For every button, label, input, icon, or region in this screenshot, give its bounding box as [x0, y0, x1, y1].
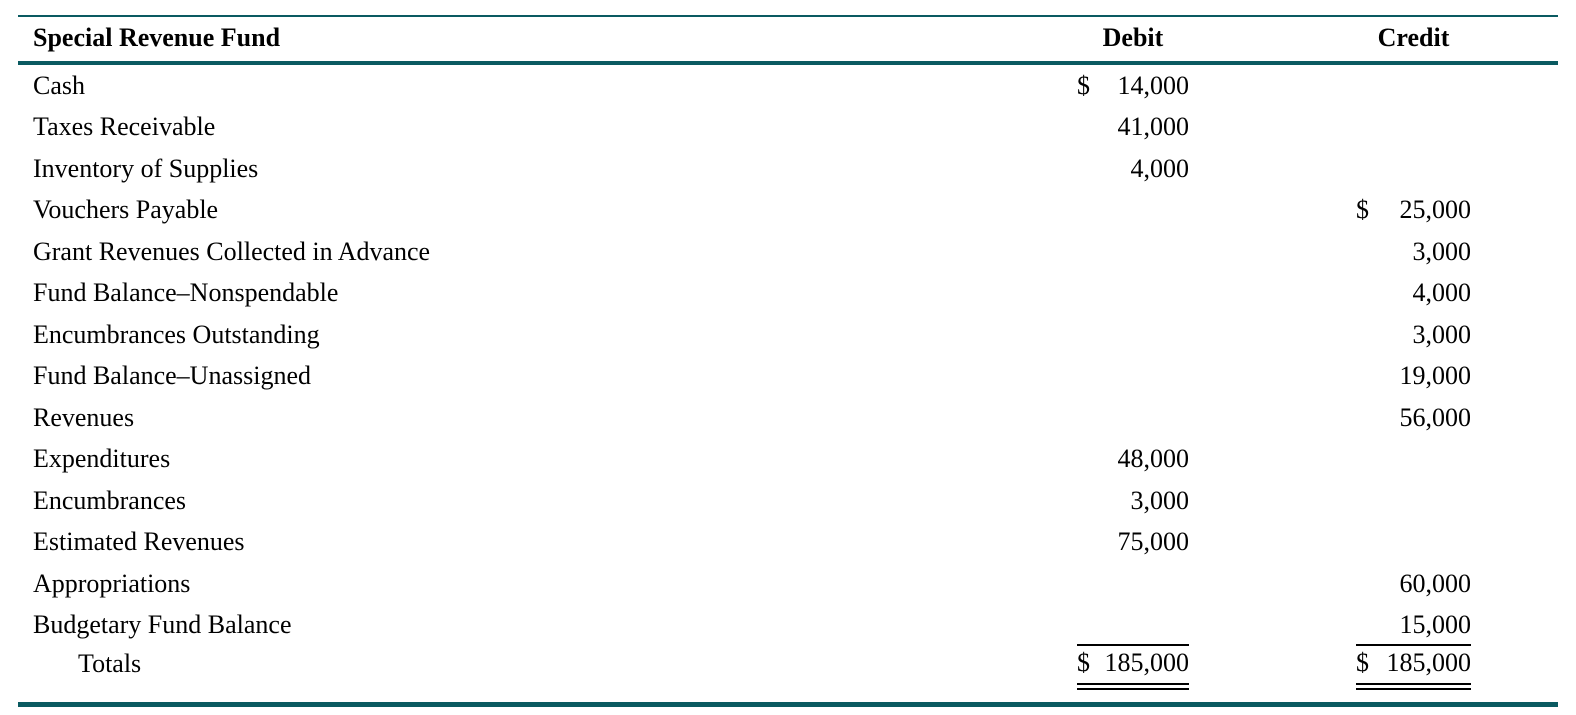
- credit-amount-cell: 4,000: [1356, 278, 1472, 314]
- credit-value: 19,000: [1399, 361, 1472, 390]
- debit-amount-cell: 4,000: [1077, 153, 1190, 190]
- table-row: Taxes Receivable 41,000: [18, 107, 1558, 149]
- credit-amount-cell: [1356, 557, 1471, 563]
- table-row: Cash $ 14,000: [18, 65, 1558, 107]
- account-label: Taxes Receivable: [33, 112, 216, 141]
- debit-amount-cell: 41,000: [1077, 112, 1190, 148]
- credit-value: 3,000: [1412, 319, 1472, 349]
- debit-value: 14,000: [1117, 70, 1190, 100]
- table-row: Fund Balance–Nonspendable 4,000: [18, 273, 1558, 315]
- table-title: Special Revenue Fund: [33, 23, 281, 52]
- credit-amount-cell: [1356, 516, 1471, 522]
- debit-amount-cell: 3,000: [1077, 485, 1190, 522]
- table-body: Cash $ 14,000 Taxes Receivable 41,000 In…: [18, 65, 1558, 690]
- debit-amount-cell: $ 14,000: [1077, 71, 1189, 107]
- debit-amount-cell: [1077, 350, 1189, 356]
- debit-amount-cell: $ 185,000: [1077, 648, 1189, 690]
- credit-value: 15,000: [1399, 610, 1472, 639]
- dollar-sign: $: [1077, 70, 1090, 100]
- table-row: Encumbrances Outstanding 3,000: [18, 314, 1558, 356]
- credit-amount-cell: [1356, 101, 1471, 107]
- dollar-sign: $: [1356, 195, 1369, 224]
- account-label: Encumbrances: [33, 485, 187, 515]
- account-label: Encumbrances Outstanding: [33, 319, 320, 349]
- debit-amount-cell: 48,000: [1077, 444, 1190, 480]
- credit-amount-cell: 3,000: [1356, 236, 1472, 273]
- account-label: Fund Balance–Unassigned: [33, 361, 312, 390]
- credit-amount-cell: 56,000: [1356, 402, 1472, 439]
- credit-amount-cell: 60,000: [1356, 568, 1472, 605]
- debit-amount-cell: [1077, 599, 1189, 605]
- debit-value: 75,000: [1117, 527, 1190, 556]
- credit-value: 4,000: [1412, 278, 1472, 307]
- credit-column-header: Credit: [1377, 23, 1450, 52]
- account-label: Budgetary Fund Balance: [33, 610, 292, 639]
- dollar-sign: $: [1077, 648, 1090, 677]
- table-row: Totals $ 185,000 $ 185,000: [18, 646, 1558, 690]
- debit-amount-cell: [1077, 225, 1189, 231]
- debit-amount-cell: [1077, 391, 1189, 397]
- dollar-sign: $: [1356, 648, 1369, 677]
- debit-amount-cell: [1077, 267, 1189, 273]
- credit-value: 3,000: [1412, 236, 1472, 266]
- credit-value: 56,000: [1399, 402, 1472, 432]
- credit-amount-cell: [1356, 142, 1471, 148]
- account-label: Inventory of Supplies: [33, 153, 259, 183]
- table-row: Budgetary Fund Balance 15,000: [18, 605, 1558, 646]
- debit-amount-cell: [1077, 433, 1189, 439]
- debit-amount-cell: [1077, 640, 1189, 646]
- account-label: Estimated Revenues: [33, 527, 245, 556]
- table-top-rule: [18, 15, 1558, 17]
- account-label: Expenditures: [33, 444, 171, 473]
- credit-value: 60,000: [1399, 568, 1472, 598]
- credit-amount-cell: [1356, 184, 1471, 190]
- credit-value: 185,000: [1386, 648, 1472, 677]
- table-bottom-rule: [18, 702, 1558, 707]
- table-row: Inventory of Supplies 4,000: [18, 148, 1558, 190]
- debit-amount-cell: [1077, 308, 1189, 314]
- table-row: Fund Balance–Unassigned 19,000: [18, 356, 1558, 398]
- credit-amount-cell: 3,000: [1356, 319, 1472, 356]
- table-row: Vouchers Payable $ 25,000: [18, 190, 1558, 232]
- account-label: Totals: [78, 649, 142, 678]
- credit-amount-cell: 19,000: [1356, 361, 1472, 397]
- table-row: Grant Revenues Collected in Advance 3,00…: [18, 231, 1558, 273]
- debit-value: 41,000: [1117, 112, 1190, 141]
- account-label: Fund Balance–Nonspendable: [33, 278, 339, 307]
- credit-amount-cell: $ 185,000: [1356, 648, 1471, 690]
- table-row: Encumbrances 3,000: [18, 480, 1558, 522]
- account-label: Vouchers Payable: [33, 195, 219, 224]
- table-row: Estimated Revenues 75,000: [18, 522, 1558, 564]
- credit-value: 25,000: [1399, 195, 1472, 224]
- debit-column-header: Debit: [1102, 23, 1164, 52]
- debit-amount-cell: 75,000: [1077, 527, 1190, 563]
- table-row: Revenues 56,000: [18, 397, 1558, 439]
- debit-value: 3,000: [1130, 485, 1190, 515]
- credit-amount-cell: 15,000: [1356, 610, 1471, 646]
- account-label: Grant Revenues Collected in Advance: [33, 236, 431, 266]
- table-header-row: Special Revenue Fund Debit Credit: [18, 17, 1558, 61]
- table-header-rule: [18, 61, 1558, 65]
- table-row: Appropriations 60,000: [18, 563, 1558, 605]
- account-label: Appropriations: [33, 568, 191, 598]
- account-label: Revenues: [33, 402, 135, 432]
- debit-value: 48,000: [1117, 444, 1190, 473]
- debit-value: 185,000: [1104, 648, 1190, 677]
- table-row: Expenditures 48,000: [18, 439, 1558, 481]
- credit-amount-cell: $ 25,000: [1356, 195, 1471, 231]
- debit-value: 4,000: [1130, 153, 1190, 183]
- credit-amount-cell: [1356, 474, 1471, 480]
- account-label: Cash: [33, 70, 85, 100]
